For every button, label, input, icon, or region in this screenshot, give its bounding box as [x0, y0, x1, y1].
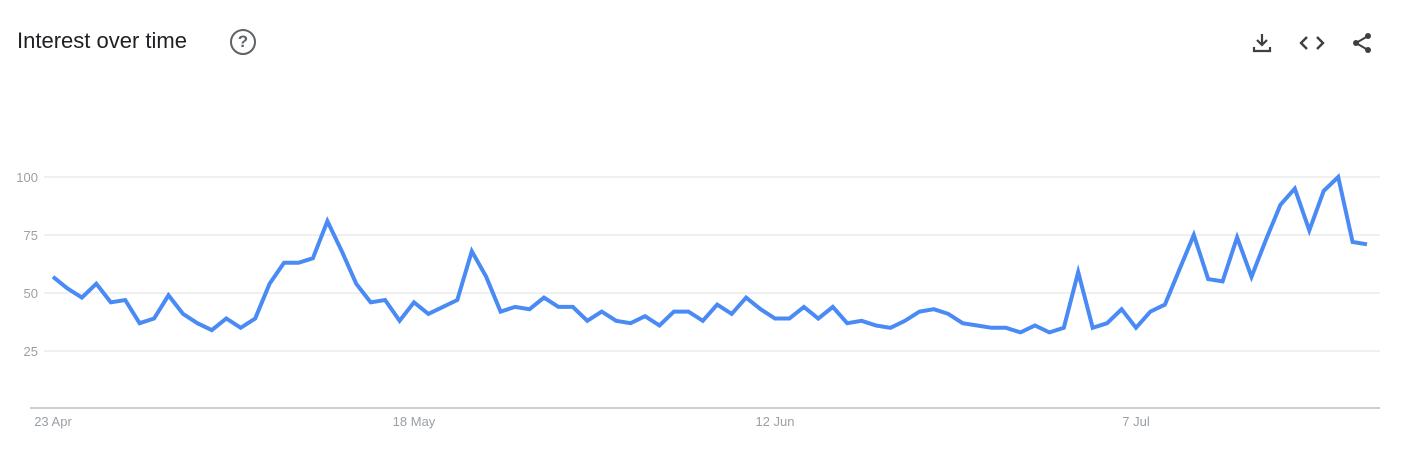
x-tick-label: 12 Jun: [755, 414, 794, 429]
x-tick-label: 7 Jul: [1122, 414, 1150, 429]
help-circle-icon[interactable]: ?: [230, 29, 256, 55]
download-icon: [1252, 33, 1272, 52]
chart-actions: [1248, 30, 1376, 58]
chart-title: Interest over time: [17, 28, 187, 53]
embed-button[interactable]: [1298, 30, 1326, 58]
y-tick-label: 75: [24, 228, 38, 243]
series-line: [51, 173, 1368, 335]
x-tick-label: 23 Apr: [34, 414, 72, 429]
x-tick-label: 18 May: [393, 414, 436, 429]
y-tick-label: 100: [16, 170, 38, 185]
y-tick-label: 50: [24, 286, 38, 301]
share-button[interactable]: [1348, 30, 1376, 58]
embed-code-icon: [1299, 35, 1325, 50]
share-icon: [1353, 32, 1371, 53]
y-tick-label: 25: [24, 344, 38, 359]
download-button[interactable]: [1248, 30, 1276, 58]
